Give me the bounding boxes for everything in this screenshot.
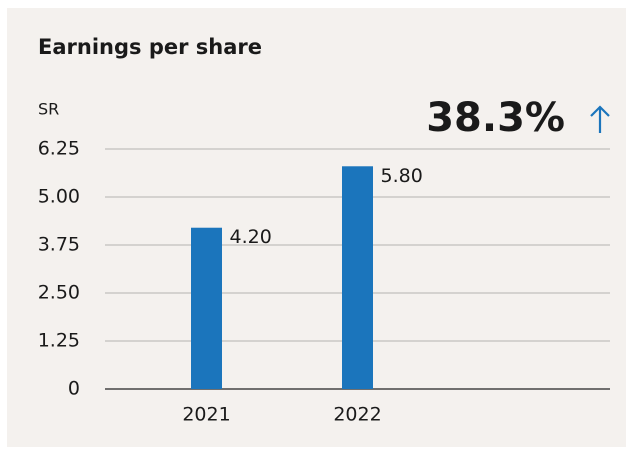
y-tick-label: 3.75 (38, 234, 80, 256)
bar (342, 166, 373, 389)
card-background (7, 8, 626, 447)
y-axis-label: SR (38, 100, 59, 119)
x-tick-label: 2021 (182, 404, 230, 426)
value-label: 4.20 (230, 226, 272, 248)
y-tick-label: 0 (68, 378, 80, 400)
growth-annotation: 38.3% (426, 95, 565, 141)
y-tick-label: 1.25 (38, 330, 80, 352)
value-label: 5.80 (381, 165, 423, 187)
y-tick-label: 5.00 (38, 186, 80, 208)
y-tick-label: 6.25 (38, 138, 80, 160)
up-arrow (590, 105, 610, 133)
chart-title: Earnings per share (38, 35, 262, 59)
y-tick-label: 2.50 (38, 282, 80, 304)
bar (191, 227, 222, 389)
x-tick-label: 2022 (333, 404, 381, 426)
